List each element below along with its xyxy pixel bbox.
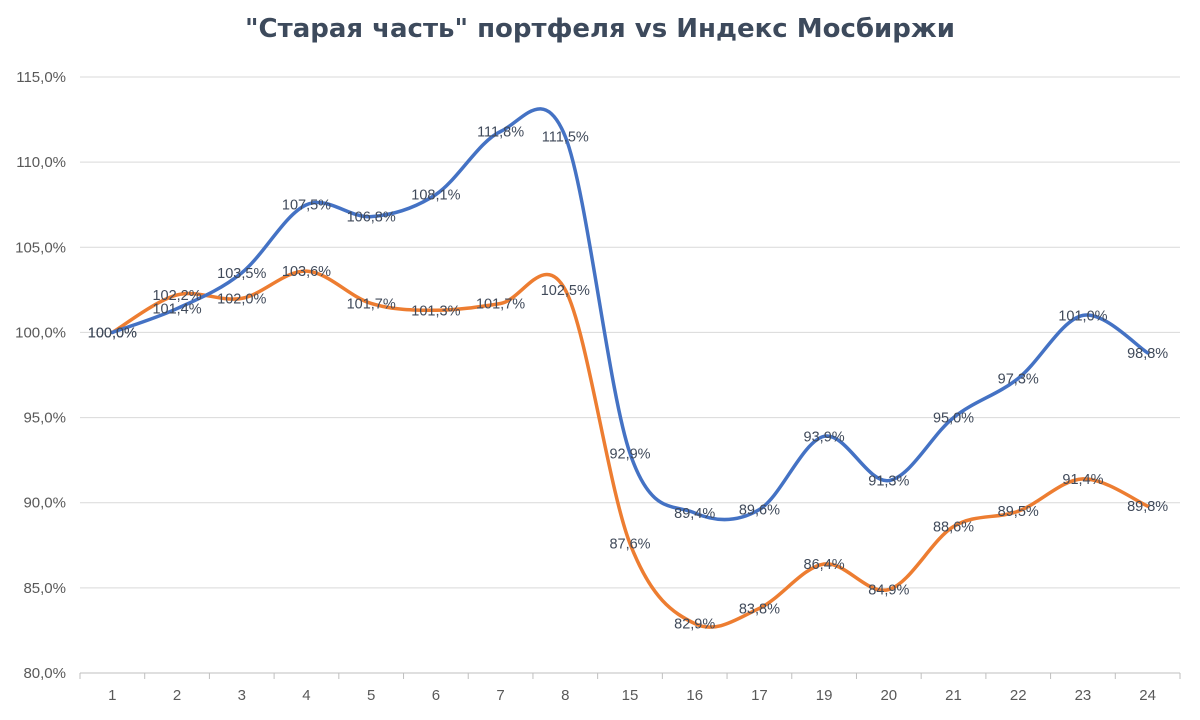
data-label-series-2: 101,3%	[411, 303, 460, 319]
data-label-series-1: 108,1%	[411, 187, 460, 203]
data-label-series-2: 84,9%	[868, 583, 909, 599]
data-label-series-1: 93,9%	[804, 429, 845, 445]
x-tick-label: 16	[686, 687, 703, 704]
x-tick-label: 8	[561, 687, 569, 704]
data-label-series-1: 106,8%	[347, 210, 396, 226]
x-tick-label: 2	[173, 687, 181, 704]
x-tick-label: 1	[108, 687, 116, 704]
data-label-series-2: 101,7%	[347, 296, 396, 312]
data-label-series-2: 87,6%	[609, 537, 650, 553]
x-tick-label: 21	[945, 687, 962, 704]
y-tick-label: 115,0%	[16, 69, 66, 86]
x-tick-label: 20	[880, 687, 897, 704]
data-label-series-2: 88,6%	[933, 520, 974, 536]
data-label-series-2: 82,9%	[674, 617, 715, 633]
x-tick-label: 7	[496, 687, 504, 704]
data-label-series-1: 111,8%	[477, 124, 524, 140]
data-label-series-2: 100,0%	[88, 325, 137, 341]
data-label-series-1: 100,0%	[88, 325, 137, 341]
y-tick-label: 80,0%	[23, 665, 66, 682]
data-label-series-1: 107,5%	[282, 198, 331, 214]
data-label-series-1: 97,3%	[998, 371, 1039, 387]
data-label-series-1: 101,0%	[1058, 308, 1107, 324]
y-tick-label: 90,0%	[23, 495, 66, 512]
data-label-series-1: 89,4%	[674, 506, 715, 522]
x-tick-label: 3	[238, 687, 246, 704]
y-tick-label: 95,0%	[23, 410, 66, 427]
data-label-series-2: 102,0%	[217, 291, 266, 307]
data-label-series-1: 89,6%	[739, 503, 780, 519]
series-line-2	[110, 269, 1150, 629]
x-tick-label: 6	[432, 687, 440, 704]
y-tick-label: 100,0%	[15, 324, 66, 341]
x-tick-label: 22	[1010, 687, 1027, 704]
data-label-series-1: 103,5%	[217, 266, 266, 282]
data-label-series-1: 95,0%	[933, 411, 974, 427]
data-label-series-1: 92,9%	[609, 446, 650, 462]
data-label-series-2: 102,2%	[152, 288, 201, 304]
data-label-series-2: 89,8%	[1127, 499, 1168, 515]
data-label-series-1: 111,5%	[542, 130, 589, 146]
x-tick-label: 5	[367, 687, 375, 704]
data-label-series-2: 83,8%	[739, 601, 780, 617]
x-tick-label: 4	[302, 687, 310, 704]
chart-title: "Старая часть" портфеля vs Индекс Мосбир…	[245, 14, 955, 44]
y-tick-label: 105,0%	[15, 239, 66, 256]
data-label-series-1: 101,4%	[152, 302, 201, 318]
x-tick-label: 19	[816, 687, 833, 704]
x-tick-label: 15	[622, 687, 639, 704]
y-tick-label: 110,0%	[16, 154, 66, 171]
y-tick-label: 85,0%	[23, 580, 66, 597]
x-tick-label: 17	[751, 687, 768, 704]
data-label-series-1: 98,8%	[1127, 346, 1168, 362]
data-label-series-2: 103,6%	[282, 264, 331, 280]
data-label-series-1: 91,3%	[868, 474, 909, 490]
data-label-series-2: 86,4%	[804, 557, 845, 573]
x-tick-label: 23	[1075, 687, 1092, 704]
x-tick-label: 24	[1139, 687, 1156, 704]
data-label-series-2: 89,5%	[998, 504, 1039, 520]
series-line-1	[110, 107, 1150, 522]
data-label-series-2: 101,7%	[476, 296, 525, 312]
data-label-series-2: 91,4%	[1062, 472, 1103, 488]
data-label-series-2: 102,5%	[541, 283, 590, 299]
